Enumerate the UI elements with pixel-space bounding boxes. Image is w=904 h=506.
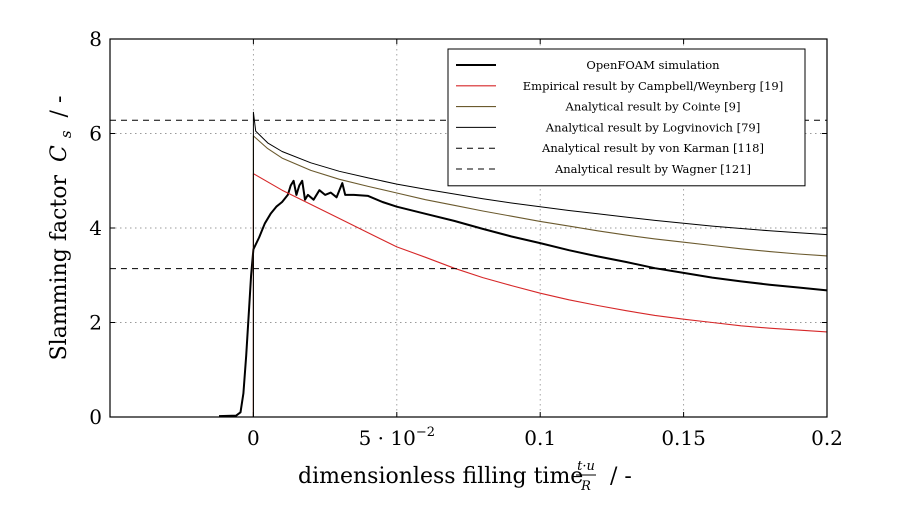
legend-label-3: Analytical result by Logvinovich [79]: [545, 120, 760, 134]
x-tick-label: 0: [247, 426, 260, 450]
x-tick-label: 0.15: [661, 426, 706, 450]
legend-box: [447, 48, 806, 187]
ticks: 0 5 · 10−2 0.1 0.15 0.2 0 2 4 6 8: [89, 27, 843, 450]
legend-label-2: Analytical result by Cointe [9]: [565, 100, 741, 114]
y-axis-label-text: Slamming factor: [47, 175, 72, 361]
y-tick-label: 2: [89, 311, 102, 335]
legend-label-1: Empirical result by Campbell/Weynberg [1…: [523, 79, 783, 93]
series-line-0: [218, 179, 828, 418]
x-axis-label-denominator: R: [580, 479, 591, 494]
series-line-2: [252, 135, 828, 417]
legend-label-5: Analytical result by Wagner [121]: [554, 162, 751, 176]
legend-label-0: OpenFOAM simulation: [586, 58, 720, 72]
x-tick-label: 0.2: [811, 426, 843, 450]
legend: OpenFOAM simulation Empirical result by C…: [447, 48, 806, 187]
y-tick-label: 8: [89, 27, 102, 51]
x-axis-label-text: dimensionless filling time: [298, 464, 583, 489]
y-axis-label-symbol: C: [47, 145, 72, 162]
y-tick-label: 6: [89, 122, 102, 146]
x-axis-label-numerator: t·u: [577, 459, 595, 474]
x-tick-label: 0.1: [524, 426, 556, 450]
series-line-3: [252, 111, 828, 417]
series-line-1: [252, 173, 828, 417]
y-tick-label: 4: [89, 216, 102, 240]
x-axis-label-unit: / -: [610, 464, 632, 489]
y-axis-label-unit: / -: [47, 96, 72, 118]
y-tick-label: 0: [89, 405, 102, 429]
y-axis-label-subscript: s: [57, 130, 75, 138]
x-axis-label: dimensionless filling time t·u R / -: [298, 459, 632, 494]
svg-text:Slamming factor C: Slamming factor C s / -: [47, 96, 77, 361]
y-axis-label: Slamming factor C s / -: [47, 96, 77, 361]
x-tick-label: 5 · 10−2: [359, 425, 435, 450]
legend-label-4: Analytical result by von Karman [118]: [541, 141, 764, 155]
